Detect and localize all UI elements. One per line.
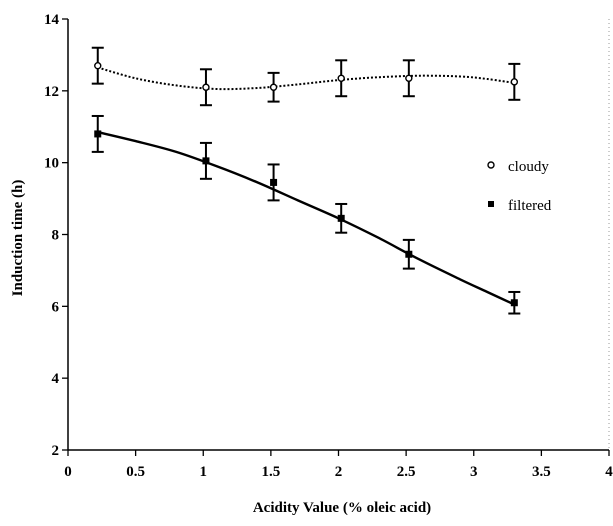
x-tick-label: 3: [470, 464, 478, 480]
x-tick-label: 0.5: [126, 464, 145, 480]
data-point-cloudy: [510, 78, 519, 86]
data-point-filtered: [405, 250, 413, 258]
legend-label-filtered: filtered: [508, 198, 552, 214]
y-tick-label: 6: [52, 299, 60, 315]
legend-marker-filtered: [488, 201, 494, 207]
series-filtered: [91, 114, 521, 315]
y-axis-title: Induction time (h): [10, 180, 26, 297]
x-tick-label: 1.5: [262, 464, 281, 480]
x-tick-label: 2.5: [397, 464, 416, 480]
x-axis-title: Acidity Value (% oleic acid): [253, 500, 431, 516]
y-tick-label: 4: [52, 371, 60, 387]
data-point-cloudy: [405, 74, 413, 82]
data-point-filtered: [94, 130, 102, 138]
legend: cloudy filtered: [487, 159, 552, 214]
x-axis: 0 0.5 1 1.5 2 2.5 3 3.5 4: [64, 450, 613, 480]
x-tick-label: 2: [335, 464, 343, 480]
series-cloudy: [91, 46, 521, 107]
y-tick-label: 2: [52, 443, 60, 459]
data-point-filtered: [510, 299, 518, 307]
y-tick-label: 10: [44, 156, 59, 172]
x-tick-label: 0: [64, 464, 72, 480]
x-tick-label: 3.5: [532, 464, 551, 480]
x-tick-label: 4: [605, 464, 613, 480]
data-point-filtered: [270, 178, 278, 186]
data-point-filtered: [337, 214, 345, 222]
series-layer: [91, 46, 521, 315]
data-point-cloudy: [94, 61, 102, 70]
y-tick-label: 12: [44, 84, 59, 100]
data-point-cloudy: [202, 83, 210, 91]
y-tick-label: 14: [44, 12, 60, 28]
plot-area: [67, 19, 610, 451]
y-axis: 2 4 6 8 10 12 14: [44, 12, 68, 459]
y-tick-label: 8: [52, 228, 60, 244]
fit-curve-filtered: [97, 130, 515, 306]
data-point-cloudy: [269, 83, 278, 91]
fit-curve-cloudy: [97, 66, 515, 91]
legend-label-cloudy: cloudy: [508, 159, 549, 175]
legend-marker-cloudy: [487, 161, 495, 169]
data-point-filtered: [202, 157, 210, 165]
x-tick-label: 1: [200, 464, 208, 480]
data-point-cloudy: [337, 74, 345, 82]
